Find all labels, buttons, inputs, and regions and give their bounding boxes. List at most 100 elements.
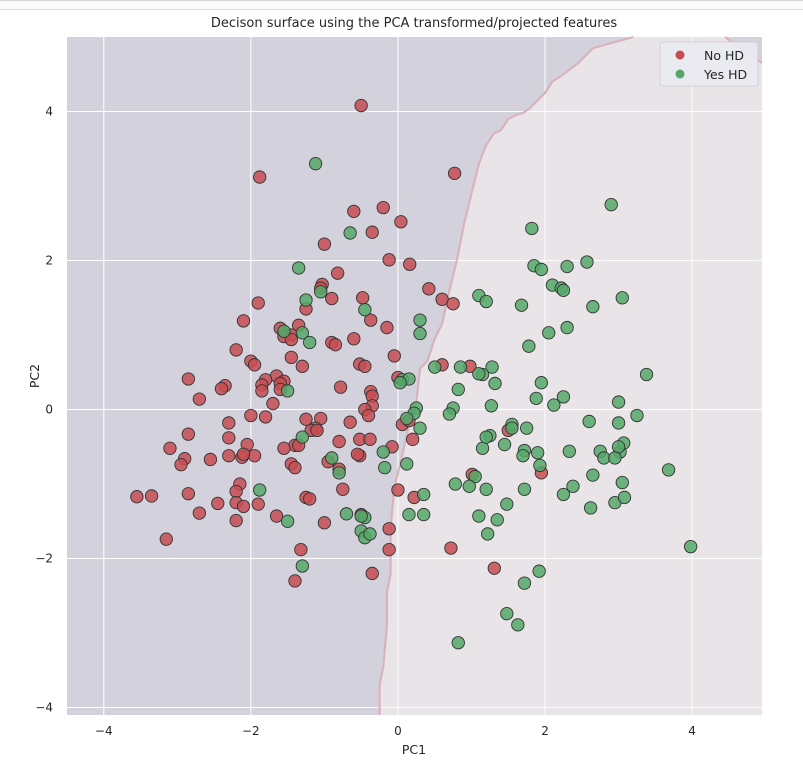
point-yes-hd xyxy=(556,390,571,404)
x-tick-label: −4 xyxy=(95,724,113,738)
point-no-hd xyxy=(343,415,357,429)
point-no-hd xyxy=(387,349,401,363)
point-no-hd xyxy=(447,166,462,180)
point-yes-hd xyxy=(661,463,676,477)
point-no-hd xyxy=(403,257,417,271)
notebook-cell-border xyxy=(0,0,803,10)
point-yes-hd xyxy=(462,479,476,493)
point-yes-hd xyxy=(325,451,339,465)
point-no-hd xyxy=(163,441,177,455)
point-no-hd xyxy=(214,382,229,396)
point-yes-hd xyxy=(314,285,328,299)
point-yes-hd xyxy=(295,559,309,573)
point-yes-hd xyxy=(611,395,626,409)
point-yes-hd xyxy=(332,466,346,480)
point-yes-hd xyxy=(542,326,556,340)
point-yes-hd xyxy=(339,507,354,521)
point-yes-hd xyxy=(611,416,626,430)
point-yes-hd xyxy=(547,398,561,412)
point-no-hd xyxy=(144,489,159,503)
x-tick-label: −2 xyxy=(242,724,260,738)
point-no-hd xyxy=(422,282,436,296)
point-no-hd xyxy=(288,460,302,475)
point-no-hd xyxy=(181,487,195,501)
point-yes-hd xyxy=(428,360,442,374)
point-no-hd xyxy=(382,542,396,557)
point-yes-hd xyxy=(479,482,493,496)
x-tick-label: 4 xyxy=(688,724,696,738)
point-yes-hd xyxy=(400,411,414,426)
point-no-hd xyxy=(181,372,195,386)
point-yes-hd xyxy=(517,482,532,496)
point-no-hd xyxy=(394,215,408,229)
point-yes-hd xyxy=(534,262,549,277)
point-yes-hd xyxy=(451,382,465,397)
point-no-hd xyxy=(358,359,372,373)
legend-marker-no-hd xyxy=(675,50,685,60)
point-yes-hd xyxy=(417,487,431,502)
y-tick-label: 2 xyxy=(45,254,53,268)
point-no-hd xyxy=(295,359,309,373)
point-yes-hd xyxy=(413,313,427,327)
y-tick-label: 4 xyxy=(45,105,53,119)
point-no-hd xyxy=(294,542,308,557)
point-no-hd xyxy=(244,408,258,423)
y-tick-label: 0 xyxy=(45,403,53,417)
region-no-hd xyxy=(67,37,634,715)
point-no-hd xyxy=(336,482,350,496)
point-yes-hd xyxy=(277,324,291,338)
point-no-hd xyxy=(192,506,207,520)
point-yes-hd xyxy=(475,441,490,455)
point-no-hd xyxy=(328,338,343,352)
legend: No HD Yes HD xyxy=(659,41,759,87)
point-yes-hd xyxy=(562,444,576,458)
point-no-hd xyxy=(229,513,243,528)
point-no-hd xyxy=(364,313,378,327)
point-yes-hd xyxy=(376,445,390,459)
point-yes-hd xyxy=(517,576,532,590)
point-no-hd xyxy=(380,320,394,335)
point-no-hd xyxy=(192,392,207,406)
point-yes-hd xyxy=(684,539,698,554)
point-yes-hd xyxy=(604,197,618,212)
point-yes-hd xyxy=(393,376,407,390)
point-yes-hd xyxy=(253,483,267,497)
legend-marker-yes-hd xyxy=(675,69,685,79)
point-yes-hd xyxy=(481,527,495,541)
point-no-hd xyxy=(332,434,346,449)
point-yes-hd xyxy=(639,367,654,382)
point-yes-hd xyxy=(583,501,598,515)
point-yes-hd xyxy=(292,261,306,275)
point-no-hd xyxy=(330,266,345,280)
point-no-hd xyxy=(229,343,243,357)
point-yes-hd xyxy=(453,360,468,374)
point-yes-hd xyxy=(505,421,519,435)
point-yes-hd xyxy=(299,293,313,307)
point-yes-hd xyxy=(586,468,600,482)
point-no-hd xyxy=(251,497,265,511)
point-yes-hd xyxy=(417,507,431,522)
point-yes-hd xyxy=(500,607,514,621)
point-yes-hd xyxy=(580,255,594,269)
point-yes-hd xyxy=(472,367,486,381)
point-no-hd xyxy=(236,447,251,461)
point-yes-hd xyxy=(354,509,368,523)
point-no-hd xyxy=(435,292,449,306)
point-yes-hd xyxy=(479,430,493,444)
point-no-hd xyxy=(361,408,376,423)
y-axis-label: PC2 xyxy=(27,364,42,388)
point-no-hd xyxy=(350,447,365,461)
point-yes-hd xyxy=(343,226,357,240)
point-yes-hd xyxy=(472,509,486,523)
point-no-hd xyxy=(251,296,265,310)
point-no-hd xyxy=(284,350,298,365)
point-yes-hd xyxy=(615,291,629,305)
point-no-hd xyxy=(181,427,195,441)
point-yes-hd xyxy=(497,437,512,452)
point-no-hd xyxy=(382,522,396,536)
point-yes-hd xyxy=(500,497,514,511)
point-yes-hd xyxy=(522,339,536,353)
point-yes-hd xyxy=(582,414,596,429)
point-yes-hd xyxy=(303,335,317,350)
point-yes-hd xyxy=(511,618,525,632)
